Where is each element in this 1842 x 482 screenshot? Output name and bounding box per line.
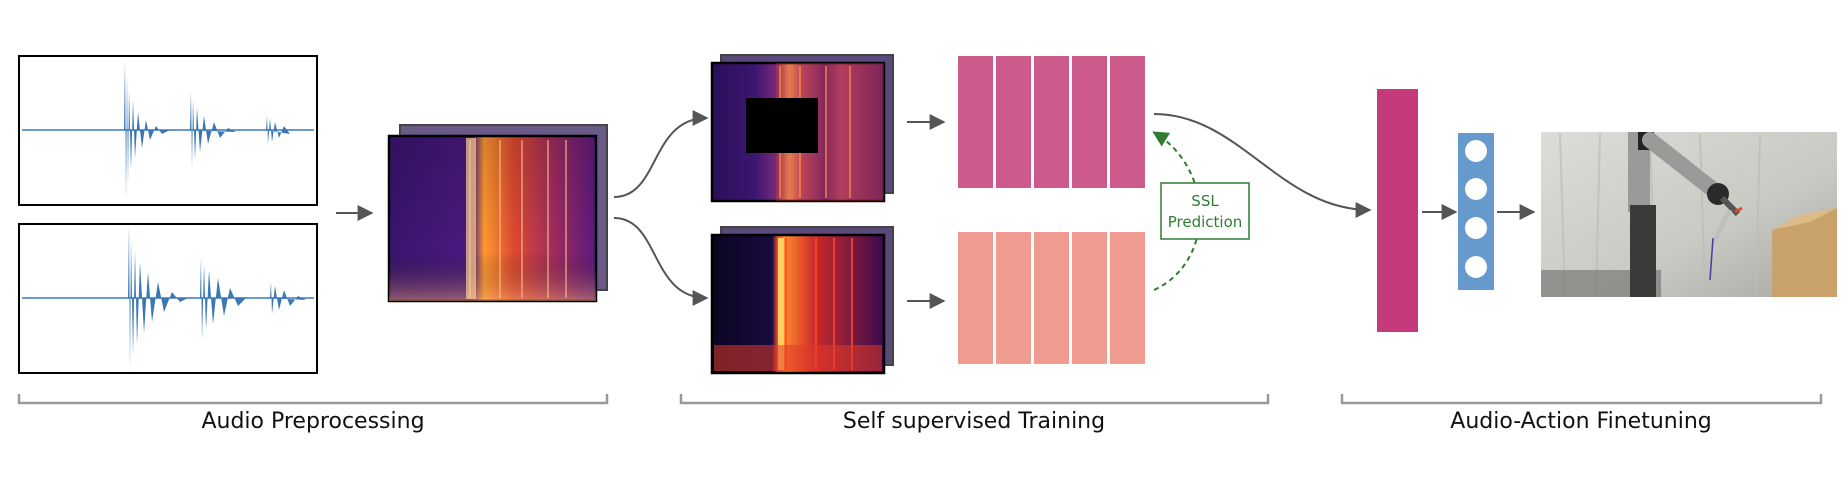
section-label-finetuning: Audio-Action Finetuning (1450, 409, 1711, 434)
robot-arm-base (1628, 132, 1650, 212)
spectrogram-stack (387, 124, 608, 303)
encoder-top (958, 56, 1145, 188)
audio-embedding-bar (1377, 89, 1418, 332)
robot-arm-photo (1541, 132, 1837, 297)
policy-node (1465, 140, 1487, 162)
mask-patch (746, 98, 818, 153)
policy-node (1465, 256, 1487, 278)
policy-node (1465, 178, 1487, 200)
arrow-branch-bottom (613, 217, 709, 306)
policy-network (1458, 133, 1494, 290)
audio-waveform-icon (22, 60, 314, 200)
section-label-audio-preprocessing: Audio Preprocessing (201, 409, 424, 434)
cardboard-box (1772, 208, 1837, 297)
ssl-label-line1: SSL (1191, 192, 1219, 210)
arrow-branch-top (613, 110, 709, 198)
bracket-audio-preprocessing (17, 394, 609, 405)
arrow-to-embedding (1153, 113, 1372, 218)
bracket-self-supervised (679, 394, 1270, 405)
policy-node (1465, 217, 1487, 239)
waveform-panel-bottom (18, 223, 318, 374)
bracket-finetuning (1340, 394, 1823, 405)
ssl-prediction-box: SSL Prediction (1160, 182, 1250, 240)
ssl-label-line2: Prediction (1168, 213, 1243, 231)
masked-spectrogram-stack (710, 54, 894, 203)
waveform-panel-top (18, 55, 318, 206)
augmented-spectrogram-stack (710, 226, 894, 375)
section-label-self-supervised: Self supervised Training (843, 409, 1105, 434)
audio-waveform-icon (22, 225, 314, 370)
encoder-bottom (958, 232, 1145, 364)
